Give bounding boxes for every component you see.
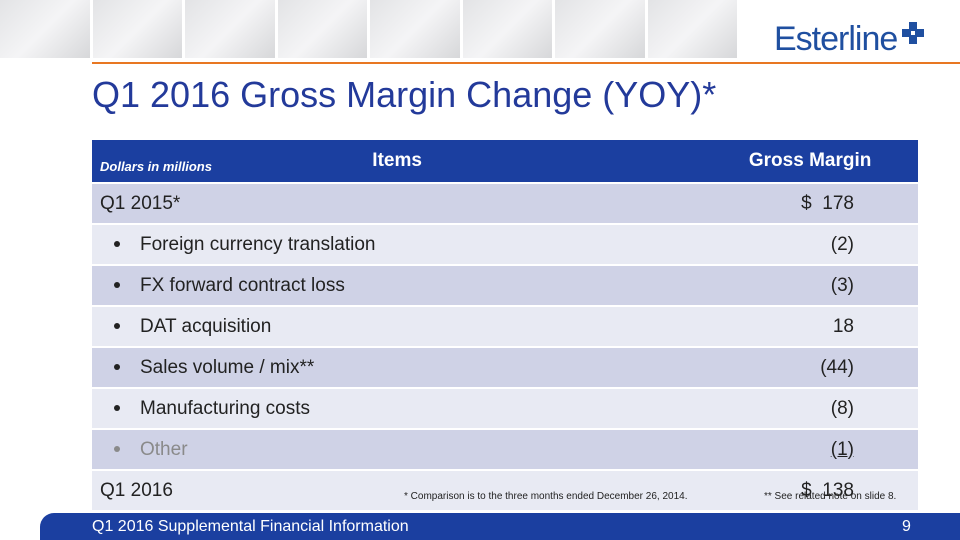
- item-text: FX forward contract loss: [140, 274, 345, 296]
- table-row: Q1 2015* $ 178: [92, 182, 918, 224]
- value-text: (3): [830, 274, 854, 296]
- item-cell: Manufacturing costs: [92, 387, 703, 429]
- bullet: [114, 364, 120, 371]
- item-cell: Sales volume / mix**: [92, 346, 703, 388]
- table-row: Foreign currency translation (2): [92, 223, 918, 265]
- bullet: [114, 241, 120, 248]
- footer-text: Q1 2016 Supplemental Financial Informati…: [92, 518, 409, 535]
- logo: Esterline: [774, 20, 898, 58]
- value-text: $ 178: [801, 192, 854, 214]
- item-cell: Q1 2015*: [92, 182, 703, 224]
- footnote: ** See related note on slide 8.: [764, 491, 897, 502]
- value-cell: 18: [702, 305, 918, 347]
- item-text: Other: [140, 438, 188, 460]
- bullet: [114, 405, 120, 412]
- table-row: Other (1): [92, 428, 918, 470]
- item-cell: DAT acquisition: [92, 305, 703, 347]
- header-row: Dollars in millions Items Gross Margin: [92, 140, 918, 183]
- value-text: 18: [832, 315, 854, 337]
- value-text: (8): [830, 397, 854, 419]
- item-cell: Foreign currency translation: [92, 223, 703, 265]
- slide-title: Q1 2016 Gross Margin Change (YOY)*: [92, 74, 717, 115]
- item-cell: Q1 2016: [92, 469, 703, 510]
- table-row: Sales volume / mix** (44): [92, 346, 918, 388]
- table-note: Dollars in millions: [100, 159, 212, 174]
- value-cell: (3): [702, 264, 918, 306]
- value-text: (1): [830, 438, 854, 460]
- item-text: Q1 2015*: [100, 192, 181, 214]
- bullet: [114, 323, 120, 330]
- value-cell: $ 138: [702, 469, 918, 510]
- column-header: Gross Margin: [702, 140, 918, 183]
- value-text: $ 138: [801, 479, 854, 501]
- page-number: 9: [902, 518, 911, 535]
- table-body: Q1 2015* $ 178 Foreign currency translatio…: [92, 182, 918, 510]
- value-cell: (8): [702, 387, 918, 429]
- column-header: Dollars in millions Items: [92, 140, 703, 183]
- table-row: DAT acquisition 18: [92, 305, 918, 347]
- column-label: Items: [372, 150, 422, 171]
- item-text: Sales volume / mix**: [140, 356, 315, 378]
- item-text: Manufacturing costs: [140, 397, 311, 419]
- value-text: (44): [820, 356, 854, 378]
- orange-rule: [92, 62, 960, 64]
- item-text: Foreign currency translation: [140, 233, 376, 255]
- item-text: DAT acquisition: [140, 315, 272, 337]
- footer-bar: Q1 2016 Supplemental Financial Informati…: [40, 513, 960, 540]
- table-row: Manufacturing costs (8): [92, 387, 918, 429]
- bullet: [114, 446, 120, 453]
- item-text: Q1 2016: [100, 479, 173, 501]
- value-text: (2): [830, 233, 854, 255]
- bullet: [114, 282, 120, 289]
- value-cell: (2): [702, 223, 918, 265]
- footnote: * Comparison is to the three months ende…: [404, 491, 688, 502]
- value-cell: (1): [702, 428, 918, 470]
- value-cell: (44): [702, 346, 918, 388]
- table-row: FX forward contract loss (3): [92, 264, 918, 306]
- table: Dollars in millions Items Gross Margin Q1…: [92, 140, 918, 510]
- logo-icon: [902, 22, 924, 44]
- value-cell: $ 178: [702, 182, 918, 224]
- item-cell: FX forward contract loss: [92, 264, 703, 306]
- photo-banner: [0, 0, 740, 58]
- item-cell: Other: [92, 428, 703, 470]
- table-row: Q1 2016 $ 138: [92, 469, 918, 510]
